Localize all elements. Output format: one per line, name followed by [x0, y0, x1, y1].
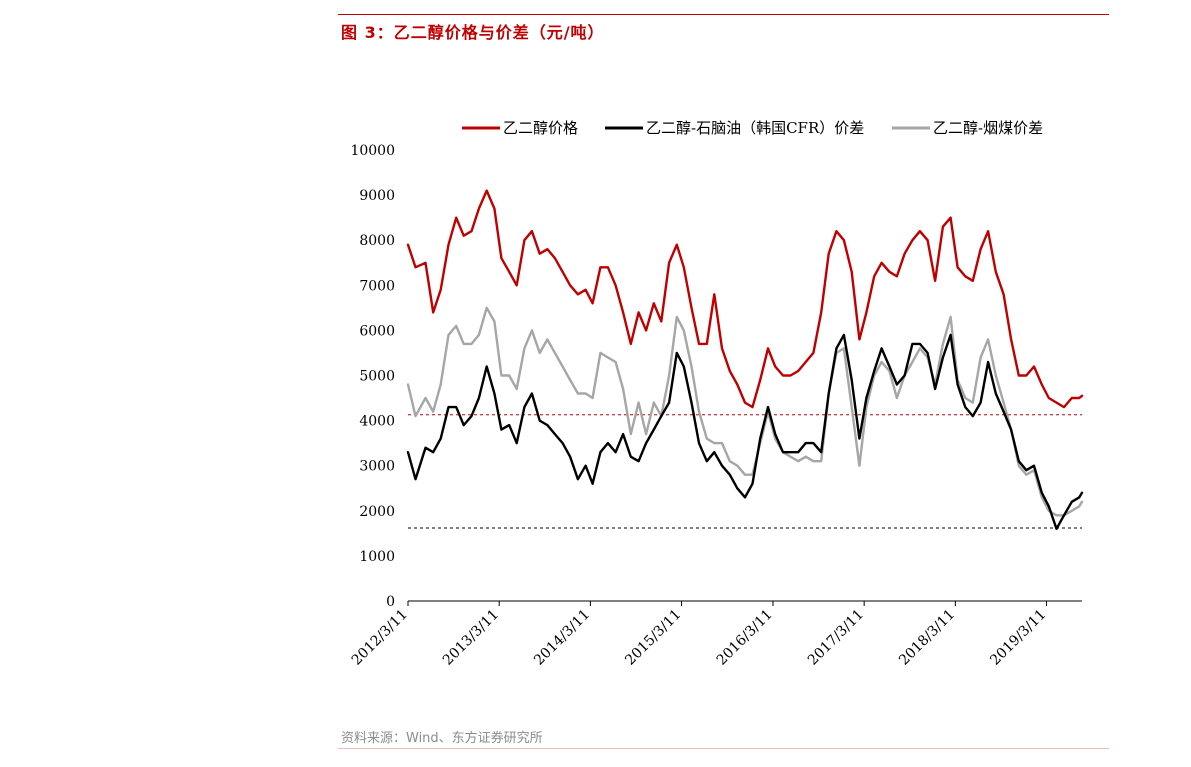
x-tick-label: 2012/3/11 — [349, 607, 411, 669]
reference-lines — [408, 414, 1082, 529]
chart-legend: 乙二醇价格 乙二醇-石脑油（韩国CFR）价差 乙二醇-烟煤价差 — [462, 119, 1043, 137]
y-tick-label: 0 — [386, 594, 395, 610]
x-axis: 2012/3/11 2013/3/11 2014/3/11 2015/3/11 2016… — [349, 600, 1082, 669]
legend-label: 乙二醇-烟煤价差 — [933, 119, 1043, 137]
series-group — [406, 189, 1084, 530]
coal-spread-series-line — [406, 306, 1084, 517]
x-tick-label: 2017/3/11 — [805, 607, 867, 669]
y-tick-label: 7000 — [359, 278, 395, 294]
top-rule — [338, 14, 1109, 15]
y-tick-label: 5000 — [359, 369, 395, 385]
y-tick-label: 3000 — [359, 459, 395, 475]
y-tick-label: 2000 — [359, 504, 395, 520]
x-tick-label: 2014/3/11 — [531, 607, 593, 669]
naphtha-spread-series-line — [406, 333, 1084, 530]
figure-title: 图 3：乙二醇价格与价差（元/吨） — [341, 23, 605, 42]
x-tick-label: 2016/3/11 — [714, 607, 776, 669]
legend-label: 乙二醇价格 — [503, 119, 578, 137]
y-tick-label: 10000 — [350, 143, 395, 159]
y-tick-label: 4000 — [359, 414, 395, 430]
price-series-line — [406, 189, 1084, 409]
x-tick-label: 2013/3/11 — [440, 607, 502, 669]
y-tick-label: 1000 — [359, 549, 395, 565]
x-tick-label: 2019/3/11 — [987, 607, 1049, 669]
y-axis: 0 1000 2000 3000 4000 5000 6000 7000 8000 9000 100… — [350, 143, 395, 610]
legend-label: 乙二醇-石脑油（韩国CFR）价差 — [646, 119, 864, 137]
bottom-rule — [338, 748, 1109, 749]
y-tick-label: 9000 — [359, 188, 395, 204]
y-tick-label: 8000 — [359, 233, 395, 249]
source-note: 资料来源：Wind、东方证券研究所 — [341, 731, 543, 746]
x-tick-label: 2018/3/11 — [896, 607, 958, 669]
y-tick-label: 6000 — [359, 323, 395, 339]
x-tick-label: 2015/3/11 — [622, 607, 684, 669]
